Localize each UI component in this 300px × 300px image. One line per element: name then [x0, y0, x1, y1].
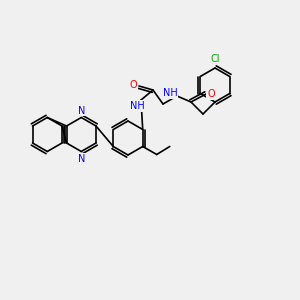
- Text: N: N: [78, 106, 85, 116]
- Text: NH: NH: [130, 101, 144, 111]
- Text: Cl: Cl: [210, 54, 220, 64]
- Text: N: N: [78, 154, 85, 164]
- Text: NH: NH: [163, 88, 177, 98]
- Text: O: O: [207, 89, 215, 99]
- Text: O: O: [129, 80, 137, 90]
